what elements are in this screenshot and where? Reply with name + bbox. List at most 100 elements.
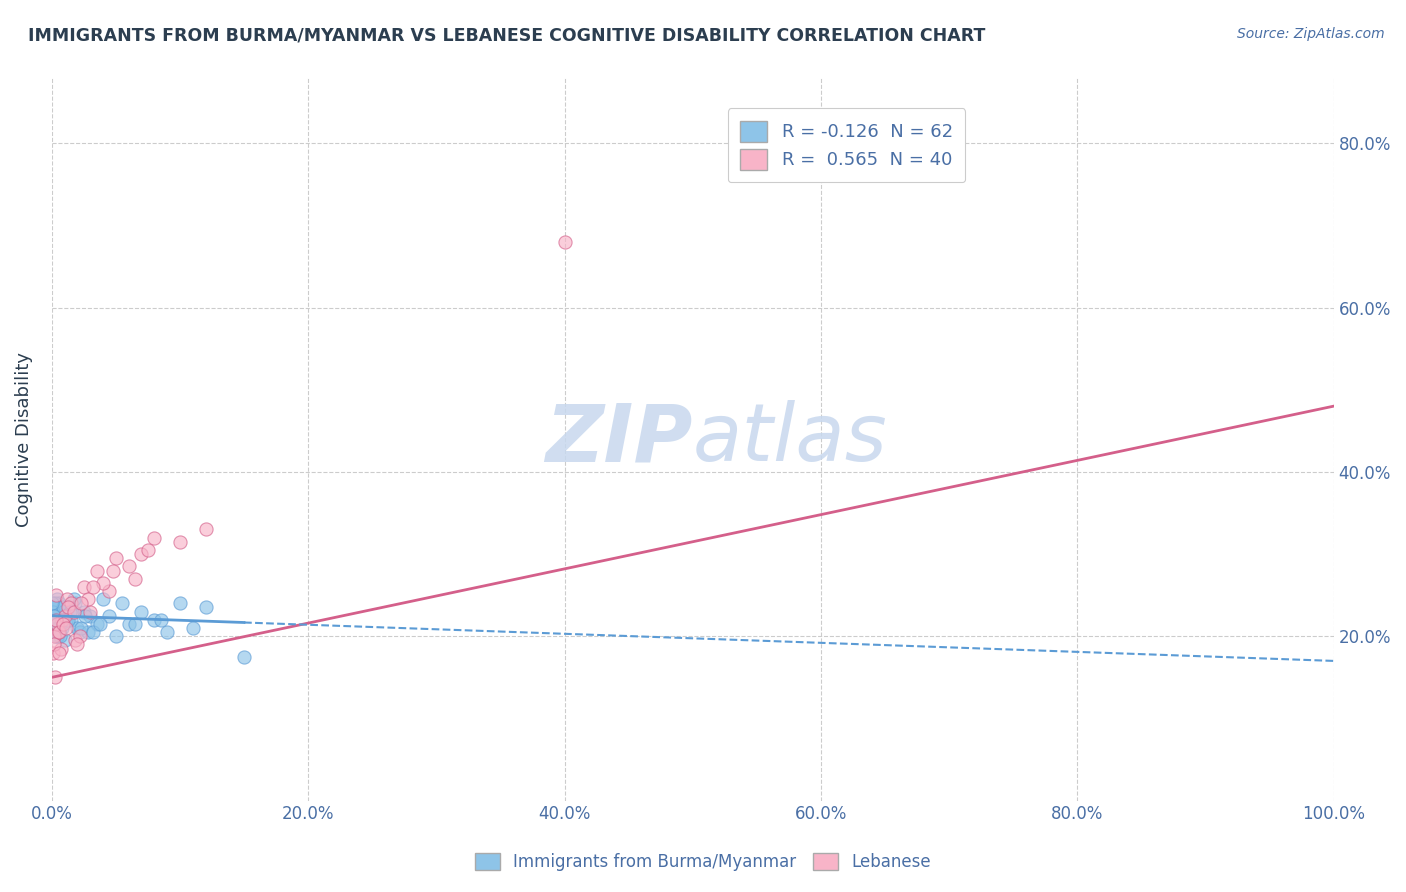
Point	[131, 547, 153, 561]
Point	[98, 584, 121, 599]
Point	[42, 608, 65, 623]
Point	[63, 633, 86, 648]
Point	[48, 625, 70, 640]
Point	[52, 600, 75, 615]
Point	[44, 616, 66, 631]
Point	[91, 592, 114, 607]
Point	[104, 629, 127, 643]
Point	[41, 613, 63, 627]
Point	[49, 629, 72, 643]
Point	[111, 596, 134, 610]
Point	[44, 613, 66, 627]
Legend: R = -0.126  N = 62, R =  0.565  N = 40: R = -0.126 N = 62, R = 0.565 N = 40	[727, 108, 966, 182]
Point	[58, 600, 80, 615]
Point	[58, 613, 80, 627]
Point	[76, 625, 98, 640]
Point	[55, 621, 77, 635]
Point	[46, 625, 69, 640]
Point	[56, 592, 79, 607]
Point	[169, 596, 191, 610]
Point	[136, 543, 159, 558]
Point	[149, 613, 172, 627]
Point	[63, 596, 86, 610]
Point	[53, 633, 76, 648]
Point	[45, 621, 67, 635]
Point	[86, 564, 108, 578]
Point	[55, 613, 77, 627]
Point	[44, 629, 66, 643]
Point	[156, 625, 179, 640]
Point	[41, 605, 63, 619]
Point	[42, 608, 65, 623]
Point	[45, 592, 67, 607]
Point	[45, 588, 67, 602]
Point	[45, 616, 67, 631]
Point	[131, 605, 153, 619]
Point	[44, 629, 66, 643]
Point	[66, 638, 89, 652]
Point	[79, 608, 101, 623]
Point	[46, 621, 69, 635]
Text: Source: ZipAtlas.com: Source: ZipAtlas.com	[1237, 27, 1385, 41]
Point	[69, 625, 91, 640]
Point	[104, 551, 127, 566]
Point	[48, 596, 70, 610]
Point	[73, 605, 96, 619]
Point	[143, 531, 166, 545]
Point	[62, 605, 84, 619]
Point	[89, 616, 111, 631]
Point	[53, 608, 76, 623]
Point	[181, 621, 204, 635]
Point	[118, 559, 141, 574]
Point	[233, 649, 256, 664]
Legend: Immigrants from Burma/Myanmar, Lebanese: Immigrants from Burma/Myanmar, Lebanese	[467, 845, 939, 880]
Point	[48, 616, 70, 631]
Point	[69, 629, 91, 643]
Point	[52, 605, 75, 619]
Text: IMMIGRANTS FROM BURMA/MYANMAR VS LEBANESE COGNITIVE DISABILITY CORRELATION CHART: IMMIGRANTS FROM BURMA/MYANMAR VS LEBANES…	[28, 27, 986, 45]
Point	[75, 608, 97, 623]
Point	[169, 534, 191, 549]
Point	[42, 600, 65, 615]
Point	[42, 646, 65, 660]
Point	[49, 641, 72, 656]
Point	[51, 621, 73, 635]
Point	[51, 613, 73, 627]
Point	[42, 608, 65, 623]
Point	[86, 616, 108, 631]
Point	[46, 629, 69, 643]
Point	[59, 613, 82, 627]
Point	[194, 523, 217, 537]
Point	[48, 646, 70, 660]
Point	[59, 596, 82, 610]
Point	[194, 600, 217, 615]
Text: atlas: atlas	[693, 400, 887, 478]
Point	[42, 613, 65, 627]
Point	[553, 235, 575, 249]
Point	[91, 575, 114, 590]
Point	[42, 621, 65, 635]
Point	[45, 600, 67, 615]
Point	[56, 600, 79, 615]
Point	[45, 613, 67, 627]
Point	[51, 616, 73, 631]
Point	[124, 616, 146, 631]
Point	[82, 580, 104, 594]
Point	[60, 605, 83, 619]
Point	[48, 608, 70, 623]
Point	[59, 605, 82, 619]
Point	[48, 625, 70, 640]
Point	[46, 629, 69, 643]
Point	[45, 605, 67, 619]
Point	[41, 596, 63, 610]
Point	[98, 608, 121, 623]
Point	[70, 621, 93, 635]
Point	[62, 592, 84, 607]
Point	[118, 616, 141, 631]
Point	[52, 616, 75, 631]
Text: ZIP: ZIP	[546, 400, 693, 478]
Point	[76, 592, 98, 607]
Point	[143, 613, 166, 627]
Point	[70, 596, 93, 610]
Point	[124, 572, 146, 586]
